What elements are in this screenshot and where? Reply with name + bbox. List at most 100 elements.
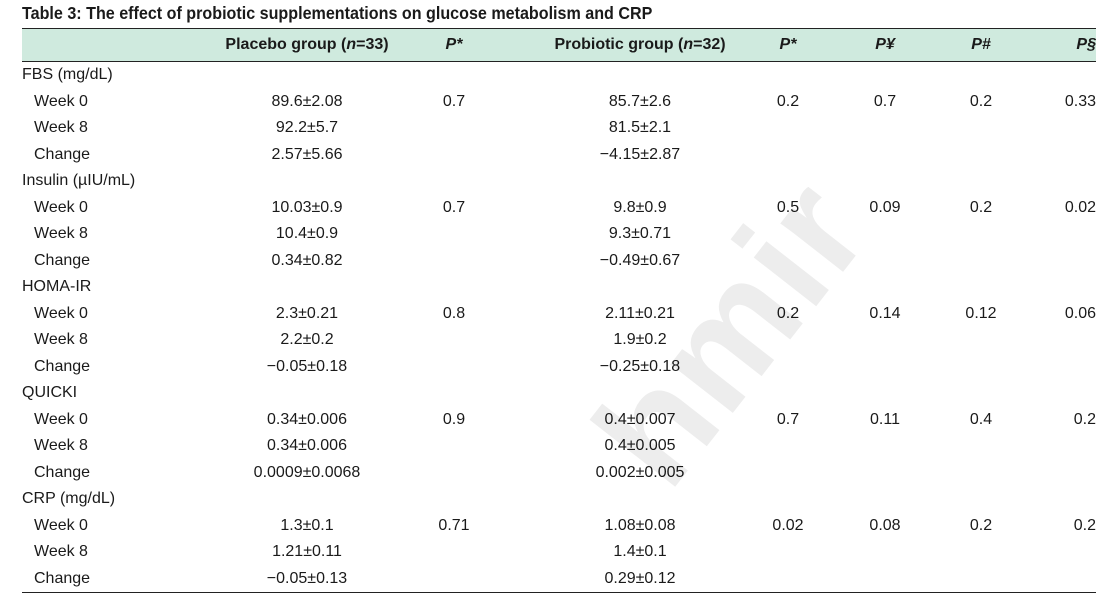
table-row: Week 8 1.21±0.11 1.4±0.1 (22, 539, 1096, 566)
header-placebo-text: Placebo group ( (225, 36, 347, 53)
table-row: CRP (mg/dL) (22, 486, 1096, 513)
cell-placebo: 0.34±0.82 (271, 251, 343, 269)
header-probiotic-text: Probiotic group ( (554, 36, 684, 53)
cell-p1: 0.9 (442, 410, 466, 428)
cell-probiotic: 1.9±0.2 (613, 331, 667, 348)
cell-p5: 0.06 (1064, 304, 1096, 322)
cell-placebo: 10.03±0.9 (271, 198, 343, 216)
header-p-star-1: P* (445, 36, 463, 53)
cell-probiotic: 9.8±0.9 (613, 198, 667, 216)
cell-p5: 0.02 (1064, 198, 1096, 216)
row-label: Week 0 (34, 92, 88, 110)
cell-placebo: −0.05±0.18 (266, 357, 348, 375)
cell-probiotic: 0.29±0.12 (604, 569, 676, 587)
section-label: HOMA-IR (22, 278, 92, 295)
table-row: Week 0 89.6±2.08 0.7 85.7±2.6 0.2 0.7 0.2 0.33 (22, 89, 1096, 116)
cell-placebo: 10.4±0.9 (275, 225, 339, 242)
cell-p5: 0.2 (1073, 516, 1096, 534)
cell-probiotic: 2.11±0.21 (605, 304, 675, 322)
section-label: QUICKI (22, 384, 78, 401)
cell-p3: 0.09 (869, 198, 901, 216)
row-label: Change (34, 463, 91, 481)
table-row: Week 0 0.34±0.006 0.9 0.4±0.007 0.7 0.11 0.4 0.… (22, 407, 1096, 434)
table-row: Week 8 10.4±0.9 9.3±0.71 (22, 221, 1096, 248)
cell-placebo: 2.3±0.21 (275, 304, 339, 322)
cell-probiotic: −4.15±2.87 (599, 145, 681, 163)
cell-p2: 0.2 (776, 92, 800, 110)
table-row: Change 0.0009±0.0068 0.002±0.005 (22, 460, 1096, 487)
table-body: FBS (mg/dL) Week 0 89.6±2.08 0.7 85.7±2.6 0.2… (22, 62, 1096, 592)
header-probiotic: Probiotic group (n=32) (525, 29, 755, 61)
header-p-hash: P# (971, 36, 991, 53)
cell-p5: 0.33 (1064, 92, 1096, 110)
table-row: Week 8 0.34±0.006 0.4±0.005 (22, 433, 1096, 460)
row-label: Week 0 (34, 304, 88, 322)
row-label: Week 0 (34, 198, 88, 216)
cell-placebo: 1.3±0.1 (280, 516, 334, 534)
cell-p2: 0.2 (776, 304, 800, 322)
cell-probiotic: 81.5±2.1 (608, 119, 672, 136)
row-label: Change (34, 569, 91, 587)
table-row: Week 8 2.2±0.2 1.9±0.2 (22, 327, 1096, 354)
cell-probiotic: 1.4±0.1 (613, 543, 667, 560)
cell-probiotic: −0.49±0.67 (599, 251, 681, 269)
cell-placebo: 89.6±2.08 (271, 92, 343, 110)
cell-p2: 0.02 (772, 516, 804, 534)
section-label: FBS (mg/dL) (22, 66, 113, 83)
cell-p5: 0.2 (1073, 410, 1096, 428)
row-label: Change (34, 357, 91, 375)
results-table: Placebo group (n=33) P* Probiotic group … (22, 28, 1096, 593)
cell-p1: 0.8 (442, 304, 466, 322)
cell-probiotic: 85.7±2.6 (608, 92, 672, 110)
table-row: Week 8 92.2±5.7 81.5±2.1 (22, 115, 1096, 142)
cell-p4: 0.12 (965, 304, 997, 322)
row-label: Week 0 (34, 516, 88, 534)
table-row: Change 0.34±0.82 −0.49±0.67 (22, 248, 1096, 275)
cell-placebo: 1.21±0.11 (272, 543, 342, 560)
cell-placebo: 0.34±0.006 (267, 437, 347, 454)
cell-placebo: 2.2±0.2 (280, 331, 334, 348)
table-title: Table 3: The effect of probiotic supplem… (22, 3, 653, 23)
table-row: Week 0 10.03±0.9 0.7 9.8±0.9 0.5 0.09 0.2 0.02 (22, 195, 1096, 222)
table-row: Change 2.57±5.66 −4.15±2.87 (22, 142, 1096, 169)
cell-probiotic: 0.4±0.005 (604, 437, 676, 454)
cell-p4: 0.2 (969, 198, 993, 216)
cell-placebo: 92.2±5.7 (275, 119, 339, 136)
row-label: Week 8 (34, 543, 88, 560)
cell-probiotic: 0.4±0.007 (604, 410, 676, 428)
cell-p1: 0.71 (438, 516, 470, 534)
table-row: QUICKI (22, 380, 1096, 407)
cell-p2: 0.5 (776, 198, 800, 216)
cell-p2: 0.7 (776, 410, 800, 428)
row-label: Week 0 (34, 410, 88, 428)
header-placebo-count: =33) (356, 36, 389, 53)
header-probiotic-n: n (683, 36, 694, 53)
cell-probiotic: 0.002±0.005 (595, 463, 685, 481)
row-label: Change (34, 251, 91, 269)
header-p-star-2: P* (779, 36, 797, 53)
row-label: Week 8 (34, 119, 88, 136)
cell-p3: 0.11 (870, 410, 900, 428)
section-label: CRP (mg/dL) (22, 490, 116, 507)
header-probiotic-count: =32) (693, 36, 726, 53)
row-label: Week 8 (34, 437, 88, 454)
table-row: FBS (mg/dL) (22, 62, 1096, 89)
cell-p1: 0.7 (442, 198, 466, 216)
header-placebo-n: n (346, 36, 357, 53)
cell-probiotic: −0.25±0.18 (599, 357, 681, 375)
table-row: Week 0 2.3±0.21 0.8 2.11±0.21 0.2 0.14 0.12 0.0… (22, 301, 1096, 328)
table-row: Change −0.05±0.13 0.29±0.12 (22, 566, 1096, 593)
cell-placebo: 2.57±5.66 (271, 145, 343, 163)
cell-p4: 0.2 (969, 92, 993, 110)
row-label: Week 8 (34, 331, 88, 348)
cell-p4: 0.2 (969, 516, 993, 534)
cell-p3: 0.14 (869, 304, 901, 322)
row-label: Week 8 (34, 225, 88, 242)
cell-p1: 0.7 (442, 92, 466, 110)
table-row: HOMA-IR (22, 274, 1096, 301)
table-row: Week 0 1.3±0.1 0.71 1.08±0.08 0.02 0.08 0.2 0.2 (22, 513, 1096, 540)
cell-placebo: 0.0009±0.0068 (253, 463, 361, 481)
cell-p4: 0.4 (969, 410, 993, 428)
section-label: Insulin (µIU/mL) (22, 172, 136, 189)
header-p-yen: P¥ (875, 36, 895, 53)
